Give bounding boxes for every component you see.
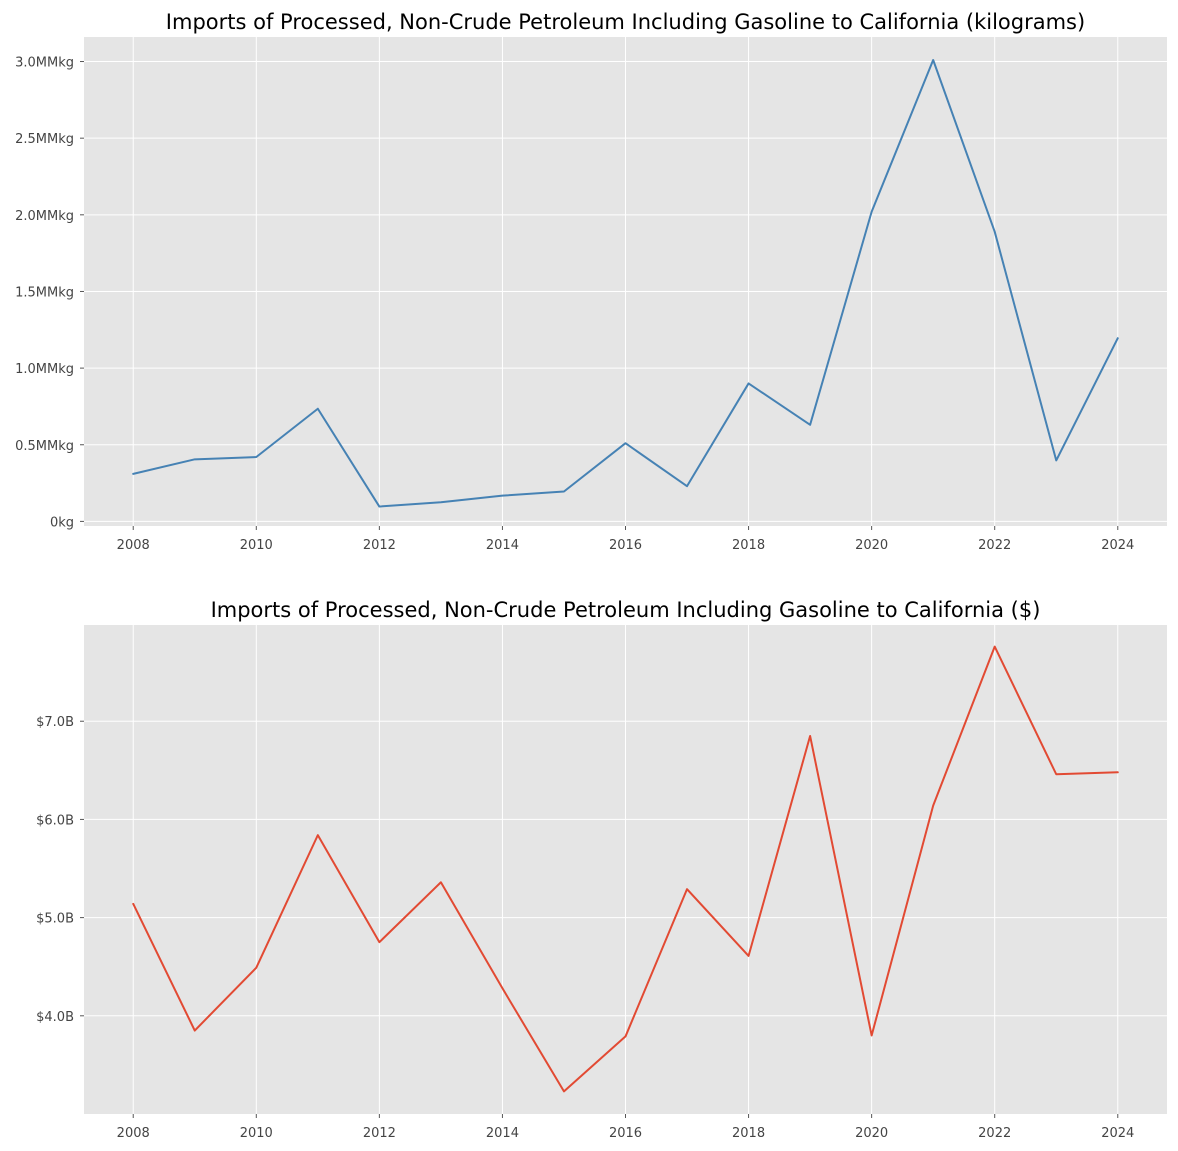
x-tick-label: 2022 (978, 1126, 1011, 1141)
y-tick-label: 0kg (50, 515, 74, 530)
x-tick-label: 2010 (240, 1126, 273, 1141)
x-tick-label: 2014 (486, 1126, 519, 1141)
x-tick-label: 2018 (732, 1126, 765, 1141)
chart-1: 2008 2010 2012 2014 2016 2018 2020 2022 2024 0kg 0… (15, 10, 1167, 553)
x-tick-label: 2014 (486, 538, 519, 553)
x-tick-label: 2008 (117, 1126, 150, 1141)
chart-2: 2008 2010 2012 2014 2016 2018 2020 2022 2024 $4.0… (36, 598, 1167, 1141)
x-tick-label: 2012 (363, 1126, 396, 1141)
x-tick-label: 2008 (117, 538, 150, 553)
x-tick-label: 2016 (609, 1126, 642, 1141)
chart-title: Imports of Processed, Non-Crude Petroleu… (211, 598, 1041, 622)
y-tick-label: 2.5MMkg (15, 132, 74, 147)
x-tick-label: 2024 (1101, 1126, 1134, 1141)
y-tick-label: 3.0MMkg (15, 56, 74, 71)
x-tick-label: 2016 (609, 538, 642, 553)
y-tick-label: $7.0B (36, 715, 74, 730)
x-tick-label: 2018 (732, 538, 765, 553)
y-tick-label: 0.5MMkg (15, 439, 74, 454)
x-tick-label: 2012 (363, 538, 396, 553)
x-tick-label: 2024 (1101, 538, 1134, 553)
x-tick-label: 2022 (978, 538, 1011, 553)
x-tick-label: 2020 (855, 538, 888, 553)
y-tick-label: $4.0B (36, 1010, 74, 1025)
x-tick-label: 2010 (240, 538, 273, 553)
y-tick-label: 1.0MMkg (15, 362, 74, 377)
y-tick-label: 1.5MMkg (15, 285, 74, 300)
chart-title: Imports of Processed, Non-Crude Petroleu… (166, 10, 1085, 34)
y-tick-label: $5.0B (36, 912, 74, 927)
y-tick-label: $6.0B (36, 813, 74, 828)
x-tick-label: 2020 (855, 1126, 888, 1141)
y-tick-label: 2.0MMkg (15, 209, 74, 224)
